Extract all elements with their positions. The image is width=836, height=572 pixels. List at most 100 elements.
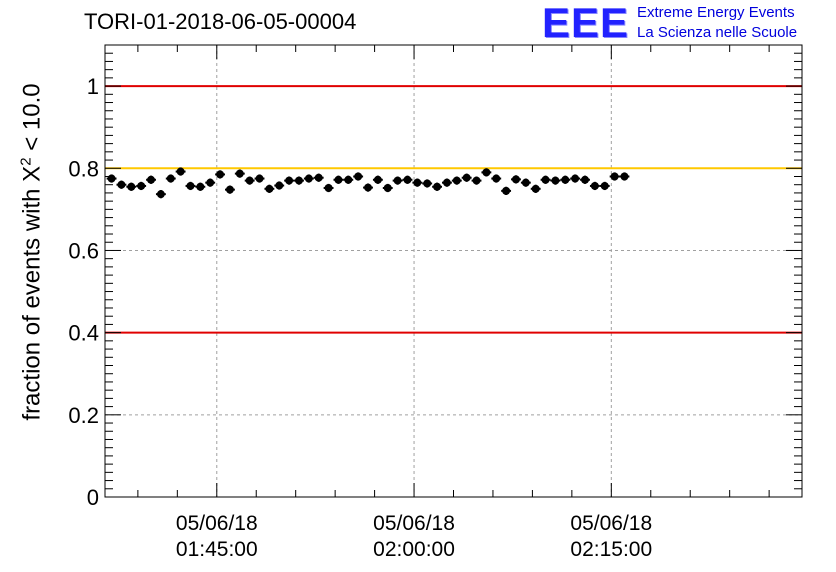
- x-tick-label-date: 05/06/18: [373, 512, 455, 535]
- point-marker: [147, 175, 156, 184]
- point-marker: [581, 175, 590, 184]
- data-point: [619, 172, 630, 181]
- point-marker: [610, 172, 619, 181]
- data-point: [481, 168, 492, 177]
- point-marker: [176, 167, 185, 176]
- data-point: [333, 175, 344, 184]
- x-tick-label-time: 02:00:00: [373, 538, 455, 561]
- axis-ticks: [105, 44, 802, 498]
- point-marker: [521, 178, 530, 187]
- point-marker: [156, 190, 165, 199]
- point-marker: [364, 183, 373, 192]
- point-marker: [196, 182, 205, 191]
- point-marker: [275, 181, 284, 190]
- data-point: [412, 178, 423, 187]
- x-tick-label-time: 01:45:00: [176, 538, 258, 561]
- data-point: [254, 174, 265, 183]
- data-point: [550, 176, 561, 185]
- point-marker: [472, 176, 481, 185]
- point-marker: [206, 178, 215, 187]
- point-marker: [433, 182, 442, 191]
- point-marker: [117, 180, 126, 189]
- point-marker: [590, 181, 599, 190]
- data-point: [363, 183, 373, 192]
- x-tick-label-time: 02:15:00: [570, 538, 652, 561]
- data-point: [560, 175, 571, 184]
- data-point: [422, 179, 433, 188]
- y-axis-label-chi: X: [18, 165, 46, 182]
- point-marker: [294, 176, 303, 185]
- y-tick-label: 0.6: [68, 238, 99, 263]
- point-marker: [531, 184, 540, 193]
- data-point: [136, 181, 147, 191]
- point-marker: [373, 175, 382, 184]
- point-marker: [492, 174, 501, 183]
- point-marker: [413, 178, 422, 187]
- logo-text-line2: La Scienza nelle Scuole: [637, 24, 798, 41]
- x-tick-label-date: 05/06/18: [176, 512, 258, 535]
- data-point: [382, 183, 393, 193]
- point-marker: [166, 174, 175, 183]
- point-marker: [137, 181, 146, 190]
- point-marker: [216, 170, 225, 179]
- plot-frame: [104, 44, 803, 498]
- data-point: [599, 181, 610, 191]
- data-point: [511, 175, 521, 184]
- y-axis-label: fraction of events with X2 < 10.0: [18, 83, 47, 420]
- data-point: [234, 169, 245, 178]
- point-marker: [442, 178, 451, 187]
- data-point: [175, 167, 186, 176]
- data-point: [126, 182, 137, 191]
- point-marker: [462, 173, 471, 182]
- point-marker: [561, 175, 570, 184]
- data-point: [402, 175, 413, 184]
- point-marker: [285, 176, 294, 185]
- data-point: [491, 174, 502, 183]
- data-point: [215, 170, 226, 179]
- data-point: [441, 178, 452, 187]
- point-marker: [403, 175, 412, 184]
- data-point: [185, 181, 196, 191]
- point-marker: [541, 175, 550, 184]
- data-point: [155, 190, 166, 199]
- data-point: [274, 181, 285, 190]
- data-point: [146, 175, 156, 184]
- data-point: [501, 186, 512, 195]
- point-marker: [225, 185, 234, 194]
- point-marker: [235, 169, 244, 178]
- point-marker: [482, 168, 491, 177]
- point-marker: [393, 176, 402, 185]
- point-marker: [245, 176, 254, 185]
- logo-text-line1: Extreme Energy Events: [637, 4, 795, 21]
- y-tick-labels: 0 0.2 0.4 0.6 0.8 1: [68, 74, 99, 510]
- y-tick-label: 1: [87, 74, 99, 99]
- data-point: [294, 176, 304, 185]
- data-point: [570, 174, 581, 183]
- data-point: [205, 178, 216, 187]
- data-point: [353, 172, 364, 181]
- data-point: [116, 180, 127, 189]
- data-point: [609, 172, 620, 181]
- data-point: [540, 175, 551, 184]
- y-tick-label: 0.4: [68, 321, 99, 346]
- data-point: [264, 184, 275, 193]
- point-marker: [571, 174, 580, 183]
- chart-title: TORI-01-2018-06-05-00004: [84, 9, 357, 34]
- point-marker: [551, 176, 560, 185]
- data-point: [580, 175, 590, 184]
- data-point: [106, 174, 117, 183]
- data-point: [392, 176, 403, 185]
- point-marker: [255, 174, 264, 183]
- point-marker: [620, 172, 629, 181]
- point-marker: [423, 179, 432, 188]
- point-marker: [314, 173, 323, 182]
- data-point: [530, 184, 541, 193]
- y-tick-label: 0.8: [68, 156, 99, 181]
- grid-lines: [105, 45, 802, 497]
- point-marker: [452, 176, 461, 185]
- point-marker: [304, 174, 313, 183]
- y-axis-label-suffix: < 10.0: [18, 83, 46, 158]
- data-point: [471, 176, 482, 185]
- point-marker: [502, 186, 511, 195]
